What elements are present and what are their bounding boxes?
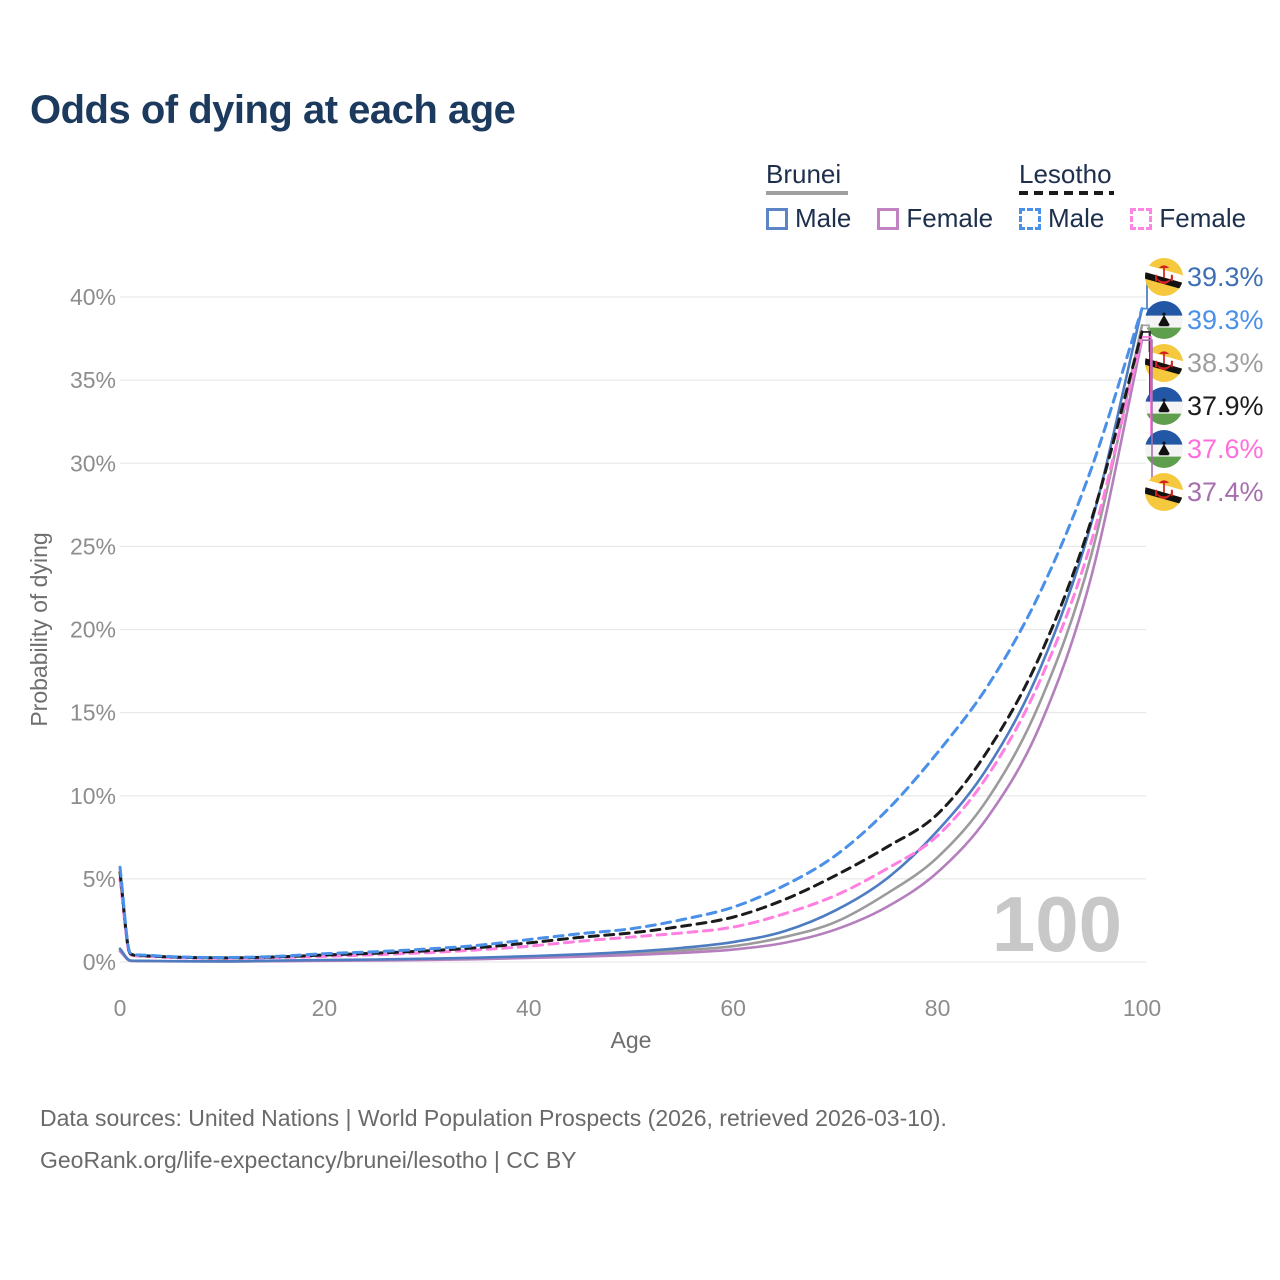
brunei-flag-icon xyxy=(1142,258,1186,296)
lesotho-male-swatch-icon xyxy=(1019,207,1041,230)
x-tick-label-0: 0 xyxy=(114,995,127,1021)
data-source-footer: Data sources: United Nations | World Pop… xyxy=(40,1104,947,1188)
footer-line-1: Data sources: United Nations | World Pop… xyxy=(40,1105,947,1131)
brunei-female-swatch-icon xyxy=(877,207,900,230)
legend-item-brunei-male[interactable]: Male xyxy=(766,203,851,234)
legend-header-lesotho: Lesotho xyxy=(1019,159,1112,189)
legend-header-brunei: Brunei xyxy=(766,159,842,189)
end-label-value-brunei_female: 37.4% xyxy=(1187,477,1264,507)
legend-label-lesotho-male: Male xyxy=(1048,203,1105,233)
brunei-male-swatch-icon xyxy=(766,207,788,230)
x-tick-label-100: 100 xyxy=(1123,995,1161,1021)
lesotho-flag-icon xyxy=(1145,430,1183,468)
y-tick-label-20: 20% xyxy=(70,617,116,643)
lesotho-line-style-icon xyxy=(1019,191,1114,195)
x-tick-label-40: 40 xyxy=(516,995,542,1021)
series-line-brunei_male xyxy=(118,307,1144,963)
x-tick-label-80: 80 xyxy=(925,995,951,1021)
x-axis-title: Age xyxy=(611,1027,652,1053)
legend-item-brunei-female[interactable]: Female xyxy=(877,203,993,234)
end-label-value-lesotho_total: 37.9% xyxy=(1187,391,1264,421)
legend-item-lesotho-male[interactable]: Male xyxy=(1019,203,1104,234)
brunei-line-style-icon xyxy=(766,191,848,195)
page-title: Odds of dying at each age xyxy=(30,88,516,132)
end-label-value-lesotho_male: 39.3% xyxy=(1187,305,1264,335)
brunei-flag-icon xyxy=(1142,473,1186,511)
y-axis-title: Probability of dying xyxy=(26,532,52,726)
y-tick-label-35: 35% xyxy=(70,367,116,393)
end-label-value-lesotho_female: 37.6% xyxy=(1187,434,1264,464)
y-tick-label-25: 25% xyxy=(70,533,116,559)
y-tick-label-40: 40% xyxy=(70,284,116,310)
series-line-lesotho_female xyxy=(118,335,1144,960)
end-label-value-brunei_male: 39.3% xyxy=(1187,262,1264,292)
legend-label-brunei-female: Female xyxy=(906,203,994,233)
x-tick-label-60: 60 xyxy=(720,995,746,1021)
x-tick-label-20: 20 xyxy=(312,995,338,1021)
end-label-value-brunei_total: 38.3% xyxy=(1187,348,1264,378)
legend-label-brunei-male: Male xyxy=(795,203,852,233)
y-tick-label-0: 0% xyxy=(83,949,116,975)
legend-group-lesotho: Lesotho Male Female xyxy=(1019,160,1246,234)
series-line-lesotho_male xyxy=(118,307,1144,960)
y-tick-label-10: 10% xyxy=(70,783,116,809)
legend-item-lesotho-female[interactable]: Female xyxy=(1130,203,1246,234)
y-tick-label-5: 5% xyxy=(83,866,116,892)
series-line-lesotho_total xyxy=(118,330,1144,960)
series-line-brunei_female xyxy=(118,338,1144,963)
y-tick-label-15: 15% xyxy=(70,700,116,726)
y-tick-label-30: 30% xyxy=(70,450,116,476)
legend-group-brunei: Brunei Male Female xyxy=(766,160,993,234)
footer-line-2: GeoRank.org/life-expectancy/brunei/lesot… xyxy=(40,1147,577,1173)
lesotho-female-swatch-icon xyxy=(1130,207,1153,230)
series-line-brunei_total xyxy=(118,323,1144,963)
age-watermark: 100 xyxy=(992,880,1122,968)
legend-label-lesotho-female: Female xyxy=(1159,203,1247,233)
